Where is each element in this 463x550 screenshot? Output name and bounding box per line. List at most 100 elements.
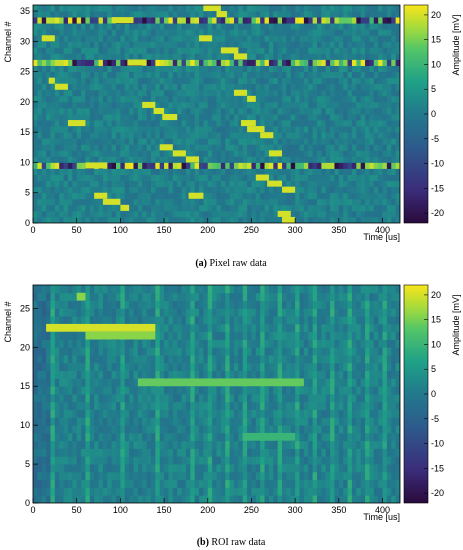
heatmap-cell: [277, 456, 283, 465]
heatmap-cell: [164, 53, 170, 60]
heatmap-cell: [378, 331, 384, 340]
heatmap-cell: [124, 83, 130, 91]
heatmap-cell: [98, 440, 104, 449]
heatmap-cell: [181, 144, 187, 151]
heatmap-cell: [102, 144, 108, 151]
heatmap-cell: [351, 425, 357, 434]
heatmap-cell: [273, 41, 279, 48]
heatmap-cell: [124, 162, 130, 169]
heatmap-cell: [264, 144, 270, 151]
heatmap-cell: [338, 355, 344, 364]
heatmap-cell: [67, 409, 73, 418]
heatmap-cell: [391, 132, 397, 139]
heatmap-cell: [54, 210, 60, 218]
heatmap-cell: [338, 138, 344, 145]
heatmap-cell: [146, 370, 152, 379]
heatmap-cell: [286, 487, 292, 496]
heatmap-cell: [255, 101, 261, 109]
heatmap-cell: [334, 216, 340, 223]
heatmap-cell: [54, 432, 60, 442]
heatmap-cell: [155, 150, 161, 157]
heatmap-cell: [343, 456, 349, 465]
heatmap-cell: [343, 192, 349, 200]
heatmap-cell: [395, 186, 400, 194]
heatmap-cell: [351, 216, 357, 223]
heatmap-cell: [33, 425, 38, 434]
heatmap-cell: [155, 156, 161, 163]
heatmap-cell: [312, 35, 318, 42]
heatmap-cell: [98, 378, 104, 387]
heatmap-cell: [277, 5, 283, 12]
heatmap-cell: [172, 144, 178, 151]
heatmap-cell: [72, 180, 78, 188]
heatmap-cell: [282, 77, 288, 85]
heatmap-cell: [181, 386, 187, 395]
heatmap-cell: [94, 101, 100, 109]
heatmap-cell: [142, 23, 148, 30]
heatmap-cell: [330, 409, 336, 418]
heatmap-cell: [391, 95, 397, 103]
heatmap-cell: [102, 138, 108, 145]
heatmap-cell: [33, 11, 38, 18]
heatmap-cell: [338, 35, 344, 42]
heatmap-cell: [347, 53, 353, 60]
heatmap-cell: [378, 370, 384, 379]
heatmap-cell: [251, 156, 257, 163]
heatmap-cell: [395, 464, 400, 473]
heatmap-cell: [46, 362, 52, 372]
heatmap-cell: [238, 409, 244, 418]
plot-frame-a: [32, 4, 401, 224]
heatmap-cell: [50, 65, 56, 73]
heatmap-cell: [282, 198, 288, 206]
heatmap-cell: [98, 394, 104, 403]
heatmap-cell: [343, 95, 349, 103]
heatmap-cell: [185, 53, 191, 60]
heatmap-cell: [181, 204, 187, 212]
heatmap-cell: [277, 144, 283, 151]
heatmap-cell: [255, 180, 261, 188]
heatmap-cell: [116, 150, 121, 157]
heatmap-cell: [247, 138, 253, 145]
heatmap-cell: [46, 41, 52, 48]
heatmap-cell: [247, 440, 253, 449]
heatmap-cell: [360, 204, 366, 212]
heatmap-cell: [133, 71, 139, 79]
heatmap-cell: [251, 192, 257, 200]
heatmap-cell: [264, 448, 270, 457]
heatmap-cell: [312, 210, 318, 218]
heatmap-cell: [378, 448, 384, 457]
heatmap-cell: [164, 471, 170, 481]
heatmap-cell: [260, 11, 266, 18]
heatmap-cell: [98, 347, 104, 356]
heatmap-cell: [168, 186, 174, 194]
heatmap-cell: [116, 41, 121, 48]
heatmap-cell: [159, 386, 165, 395]
heatmap-cell: [295, 17, 301, 24]
heatmap-cell: [46, 11, 52, 18]
heatmap-cell: [168, 216, 174, 223]
heatmap-cell: [142, 487, 148, 496]
heatmap-cell: [203, 29, 209, 36]
heatmap-cell: [373, 339, 379, 348]
heatmap-cell: [216, 144, 222, 151]
heatmap-cell: [146, 417, 152, 426]
heatmap-cell: [150, 59, 156, 66]
heatmap-cell: [164, 464, 170, 473]
heatmap-cell: [203, 425, 209, 434]
heatmap-cell: [76, 198, 82, 206]
heatmap-cell: [229, 180, 235, 188]
heatmap-cell: [146, 174, 152, 182]
hit-segment: [220, 47, 239, 54]
heatmap-cell: [395, 144, 400, 151]
heatmap-cell: [155, 394, 161, 403]
heatmap-cell: [286, 440, 292, 449]
heatmap-cell: [360, 394, 366, 403]
heatmap-cell: [159, 471, 165, 481]
heatmap-cell: [142, 144, 148, 151]
heatmap-cell: [155, 210, 161, 218]
heatmap-cell: [129, 120, 135, 127]
heatmap-cell: [102, 89, 108, 97]
heatmap-cell: [50, 339, 56, 348]
heatmap-cell: [146, 401, 152, 410]
heatmap-cell: [107, 89, 113, 97]
